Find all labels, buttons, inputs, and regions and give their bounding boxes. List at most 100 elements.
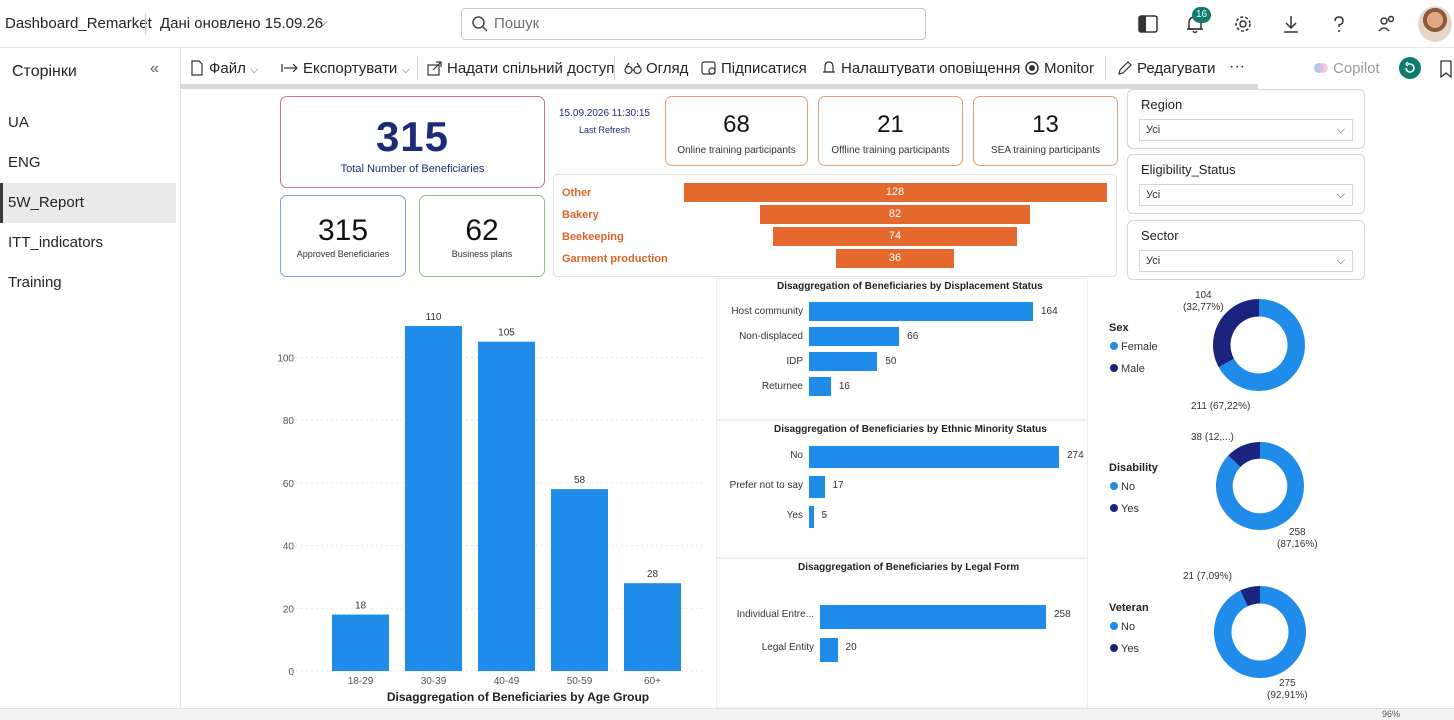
hbar[interactable] [820, 605, 1046, 629]
search-input[interactable] [494, 15, 894, 32]
avatar[interactable] [1418, 6, 1452, 42]
donut-slice[interactable] [1240, 586, 1260, 607]
bar-value-label: 20 [845, 642, 857, 653]
age-chart-title: Disaggregation of Beneficiaries by Age G… [387, 690, 649, 704]
share-label: Надати спільний доступ [447, 60, 615, 77]
more-button[interactable]: ··· [1229, 58, 1245, 75]
legend-item[interactable]: Female [1110, 341, 1158, 353]
hbar[interactable] [809, 302, 1033, 321]
app-title[interactable]: Dashboard_Remarket [5, 15, 152, 32]
export-menu[interactable]: Експортувати ⌵ [281, 60, 410, 77]
refresh-icon[interactable] [1399, 57, 1421, 79]
file-menu[interactable]: Файл ⌵ [189, 60, 258, 77]
donut-slice[interactable] [1228, 442, 1260, 468]
hbar[interactable] [809, 476, 825, 498]
business-plans-card[interactable]: 62 Business plans [419, 195, 545, 277]
age-group-chart[interactable]: 0 20 40 60 80 100 18 18-29 110 30-39 105 40-49 58 50-… [266, 295, 806, 707]
donut-chart[interactable] [1189, 275, 1329, 415]
chevron-down-icon: ⌵ [1336, 189, 1345, 201]
legal-form-chart[interactable]: Disaggregation of Beneficiaries by Legal… [716, 558, 1088, 708]
hbar[interactable] [809, 446, 1059, 468]
approved-card[interactable]: 315 Approved Beneficiaries [280, 195, 406, 277]
donut-slice[interactable] [1218, 299, 1305, 391]
help-icon[interactable] [1328, 13, 1350, 35]
eligibility-dropdown[interactable]: Усі ⌵ [1139, 184, 1353, 206]
donut-slice[interactable] [1214, 586, 1306, 678]
eligibility-slicer[interactable]: Eligibility_Status Усі ⌵ [1127, 154, 1365, 214]
legend-item[interactable]: Male [1110, 363, 1145, 375]
share-button[interactable]: Надати спільний доступ [427, 60, 614, 77]
funnel-bar[interactable]: 82 [759, 205, 1031, 224]
monitor-button[interactable]: Monitor [1024, 60, 1094, 77]
age-bar[interactable] [624, 583, 681, 671]
hbar[interactable] [820, 638, 838, 662]
hbar[interactable] [809, 377, 831, 396]
sector-slicer[interactable]: Sector Усі ⌵ [1127, 220, 1365, 280]
sidebar-item-eng[interactable]: ENG [8, 154, 41, 171]
funnel-bar[interactable]: 74 [772, 227, 1018, 246]
collapse-icon[interactable]: « [150, 60, 159, 77]
sidebar-item-5w-report[interactable]: 5W_Report [0, 183, 176, 223]
age-bar[interactable] [405, 326, 462, 671]
pencil-icon [1118, 61, 1132, 75]
zoom-level[interactable]: 96% [1382, 709, 1401, 719]
bell-icon [823, 61, 835, 73]
legend-item[interactable]: Yes [1110, 643, 1139, 655]
edit-button[interactable]: Редагувати [1117, 60, 1216, 77]
y-tick-label: 40 [283, 542, 295, 553]
sidebar-item-ua[interactable]: UA [8, 114, 29, 131]
donut-chart[interactable] [1190, 562, 1330, 702]
age-bar[interactable] [551, 489, 608, 671]
legend-swatch [1110, 622, 1118, 630]
sidebar-item-itt-indicators[interactable]: ITT_indicators [8, 234, 104, 251]
sector-slicer-label: Sector [1141, 228, 1179, 243]
data-updated-label[interactable]: Дані оновлено 15.09.26 [160, 15, 324, 32]
download-icon[interactable] [1280, 13, 1302, 35]
bar-category-label: IDP [786, 356, 803, 367]
funnel-bar[interactable]: 128 [683, 183, 1107, 202]
gear-icon[interactable] [1232, 13, 1254, 35]
legend-item[interactable]: Yes [1110, 503, 1139, 515]
view-button[interactable]: Огляд [624, 60, 688, 77]
offline-training-card[interactable]: 21 Offline training participants [818, 96, 963, 166]
bookmark-icon[interactable] [1439, 60, 1453, 78]
monitor-icon [1025, 61, 1039, 75]
displacement-chart[interactable]: Disaggregation of Beneficiaries by Displ… [716, 278, 1088, 420]
eligibility-slicer-label: Eligibility_Status [1141, 162, 1236, 177]
legend-item[interactable]: No [1110, 621, 1135, 633]
sector-dropdown[interactable]: Усі ⌵ [1139, 250, 1353, 272]
bar-value-label: 105 [498, 328, 515, 339]
sector-funnel-chart[interactable]: Other Bakery Beekeeping Garment producti… [553, 174, 1117, 277]
region-dropdown[interactable]: Усі ⌵ [1139, 119, 1353, 141]
share-people-icon[interactable] [1376, 13, 1398, 35]
sidebar-item-training[interactable]: Training [8, 274, 62, 291]
panel-toggle-icon[interactable] [1137, 13, 1159, 35]
online-training-value: 68 [723, 111, 750, 138]
sea-training-card[interactable]: 13 SEA training participants [973, 96, 1118, 166]
hbar[interactable] [809, 327, 900, 346]
search-box[interactable] [461, 8, 926, 40]
funnel-bar[interactable]: 36 [835, 249, 955, 268]
age-bar[interactable] [478, 341, 535, 671]
legend-label: Male [1121, 363, 1145, 375]
hbar[interactable] [809, 506, 814, 528]
online-training-card[interactable]: 68 Online training participants [665, 96, 808, 166]
donut-chart[interactable] [1190, 416, 1330, 556]
age-bar[interactable] [332, 614, 389, 671]
hbar[interactable] [809, 352, 878, 371]
donut-slice[interactable] [1216, 442, 1304, 530]
donut-slice[interactable] [1213, 299, 1259, 368]
alerts-button[interactable]: Налаштувати оповіщення [821, 60, 1020, 77]
legend-label: Female [1121, 341, 1158, 353]
ethnic-chart[interactable]: Disaggregation of Beneficiaries by Ethni… [716, 420, 1088, 558]
donut-data-label: 104 (32,77%) [1183, 290, 1224, 313]
horizontal-scrollbar[interactable] [181, 84, 1258, 89]
bar-value-label: 50 [885, 356, 897, 367]
legend-item[interactable]: No [1110, 481, 1135, 493]
region-slicer[interactable]: Region Усі ⌵ [1127, 89, 1365, 149]
chevron-down-icon[interactable]: ⌵ [318, 14, 328, 29]
bar-value-label: 110 [426, 312, 442, 323]
subscribe-button[interactable]: Підписатися [701, 60, 807, 77]
copilot-button[interactable]: Copilot [1313, 60, 1380, 77]
total-beneficiaries-card[interactable]: 315 Total Number of Beneficiaries [280, 96, 545, 188]
